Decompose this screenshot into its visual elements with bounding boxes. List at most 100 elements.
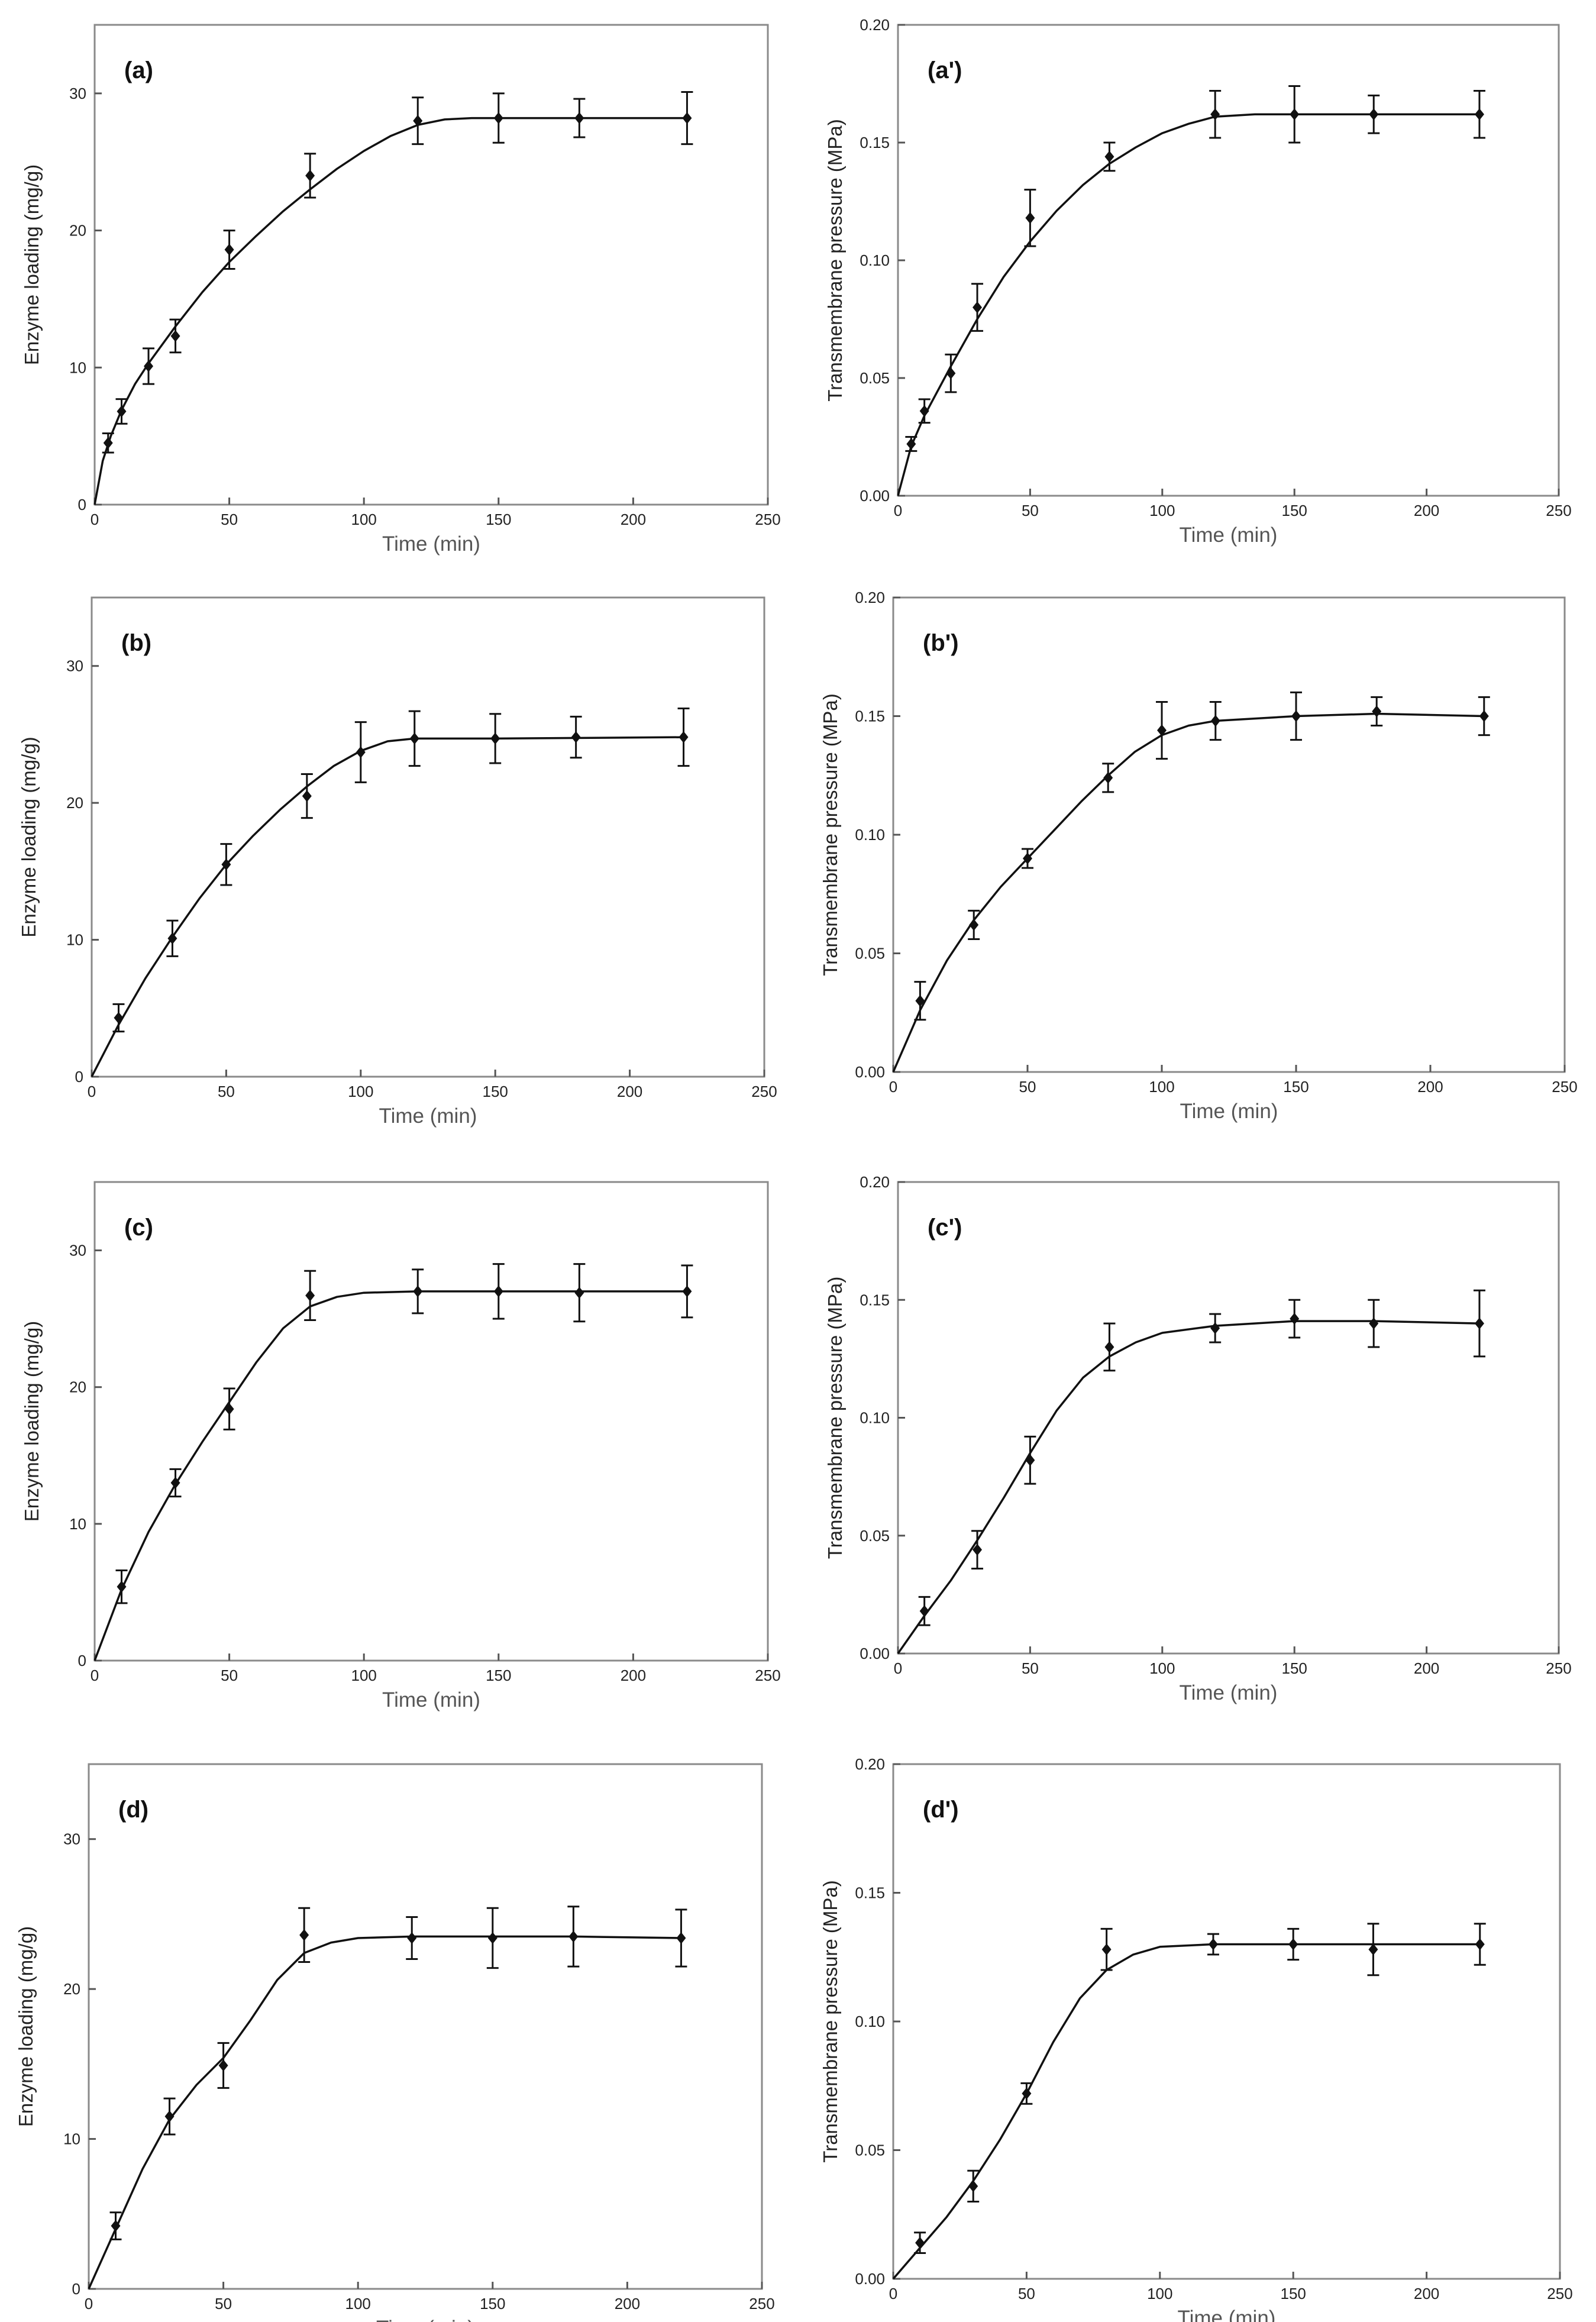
y-tick-label: 0.10 — [855, 826, 885, 844]
y-tick-label: 0.15 — [855, 1884, 885, 1902]
y-tick-label: 0 — [78, 1652, 86, 1669]
chart-panel-1: 0 50 100 150 200 250 0 10 20 30 Time (min) Enzyme l… — [21, 24, 781, 556]
x-tick-label: 100 — [351, 511, 377, 528]
x-tick-label: 0 — [91, 511, 99, 528]
y-tick-label: 0.15 — [860, 1291, 890, 1309]
data-point — [1290, 108, 1300, 121]
x-tick-label: 100 — [345, 2295, 371, 2313]
data-point — [413, 1285, 423, 1297]
data-point — [676, 1932, 686, 1944]
y-tick-label: 0.05 — [855, 2142, 885, 2159]
x-tick-label: 50 — [221, 511, 238, 528]
y-tick-label: 30 — [69, 85, 86, 102]
x-tick-label: 200 — [621, 1667, 646, 1684]
data-point — [305, 169, 315, 182]
x-tick-label: 0 — [85, 2295, 93, 2313]
data-point — [1104, 1341, 1114, 1353]
plot-frame — [892, 1763, 1561, 2280]
x-tick-label: 150 — [1283, 1078, 1309, 1096]
panel-label: (b) — [121, 630, 151, 656]
data-point — [356, 746, 366, 758]
x-tick-label: 200 — [621, 511, 646, 528]
y-tick-label: 0.10 — [855, 2013, 885, 2030]
plot-frame — [93, 1181, 769, 1662]
data-point — [919, 405, 929, 417]
x-tick-label: 150 — [1282, 502, 1307, 519]
y-tick-label: 0.20 — [860, 1173, 890, 1191]
panel-label: (c') — [928, 1215, 962, 1241]
data-point — [221, 858, 231, 871]
data-point — [224, 244, 234, 256]
x-tick-label: 50 — [1022, 1659, 1039, 1677]
data-point — [968, 2180, 978, 2192]
y-tick-label: 30 — [63, 1830, 80, 1848]
x-tick-label: 150 — [486, 511, 511, 528]
y-tick-label: 30 — [69, 1242, 86, 1260]
data-point — [973, 1543, 983, 1556]
data-point — [915, 2237, 925, 2249]
y-axis-title: Enzyme loading (mg/g) — [18, 737, 40, 937]
data-point — [915, 994, 925, 1007]
data-point — [413, 115, 423, 127]
fit-curve — [93, 1290, 687, 1661]
y-tick-label: 0.00 — [855, 2270, 885, 2288]
plot-frame — [93, 24, 769, 506]
data-point — [409, 732, 419, 745]
x-tick-label: 50 — [221, 1667, 238, 1684]
x-tick-label: 50 — [1022, 502, 1039, 519]
y-axis-title: Transmembrane pressure (MPa) — [824, 119, 846, 401]
y-tick-label: 10 — [69, 1515, 86, 1533]
y-axis-title: Enzyme loading (mg/g) — [21, 1321, 43, 1522]
data-point — [1025, 212, 1035, 224]
data-point — [1369, 1317, 1379, 1330]
x-tick-label: 0 — [889, 1078, 897, 1096]
panel-label: (a') — [928, 57, 962, 83]
plot-frame — [892, 596, 1566, 1073]
data-point — [167, 932, 177, 945]
data-point — [170, 330, 180, 342]
y-tick-label: 20 — [63, 1980, 80, 1998]
x-tick-label: 250 — [1547, 2285, 1572, 2302]
data-point — [1101, 1943, 1112, 1956]
data-point — [1157, 724, 1167, 737]
x-tick-label: 100 — [1147, 2285, 1172, 2302]
data-point — [1372, 705, 1382, 718]
y-tick-label: 0.15 — [855, 708, 885, 725]
y-tick-label: 10 — [63, 2130, 80, 2148]
chart-panel-8: 0 50 100 150 200 250 0.00 0.05 0.10 0.15 0.20 Time … — [819, 1755, 1573, 2322]
data-point — [1210, 715, 1220, 727]
chart-panel-2: 0 50 100 150 200 250 0.00 0.05 0.10 0.15 0.20 Time … — [824, 16, 1572, 547]
y-tick-label: 0.00 — [860, 487, 890, 505]
y-tick-label: 0 — [75, 1068, 83, 1086]
data-point — [1210, 1322, 1220, 1335]
x-tick-label: 0 — [889, 2285, 897, 2302]
y-tick-label: 0.05 — [860, 369, 890, 387]
x-tick-label: 250 — [749, 2295, 774, 2313]
chart-panel-5: 0 50 100 150 200 250 0 10 20 30 Time (min) Enzyme l… — [21, 1181, 781, 1711]
data-point — [1474, 108, 1484, 121]
y-tick-label: 0.20 — [860, 16, 890, 34]
data-point — [919, 1605, 929, 1617]
chart-panel-3: 0 50 100 150 200 250 0 10 20 30 Time (min) Enzyme l… — [18, 596, 777, 1128]
fit-curve — [897, 113, 1479, 496]
data-point — [1479, 710, 1489, 722]
y-tick-label: 0.00 — [855, 1063, 885, 1081]
y-tick-label: 10 — [66, 931, 83, 949]
data-point — [487, 1932, 497, 1944]
data-point — [1291, 710, 1301, 722]
y-axis-title: Transmembrane pressure (MPa) — [824, 1277, 846, 1559]
x-axis-title: Time (min) — [1180, 1100, 1278, 1123]
x-tick-label: 150 — [1281, 2285, 1306, 2302]
data-point — [103, 437, 113, 449]
data-point — [407, 1932, 417, 1944]
x-tick-label: 250 — [751, 1083, 777, 1100]
y-tick-label: 0.20 — [855, 589, 885, 606]
x-axis-title: Time (min) — [1180, 524, 1278, 547]
x-tick-label: 200 — [1414, 2285, 1439, 2302]
data-point — [493, 112, 503, 124]
y-tick-label: 0 — [78, 496, 86, 514]
x-tick-label: 250 — [755, 511, 780, 528]
x-tick-label: 150 — [486, 1667, 511, 1684]
data-point — [1103, 771, 1113, 784]
plot-frame — [88, 1763, 763, 2290]
